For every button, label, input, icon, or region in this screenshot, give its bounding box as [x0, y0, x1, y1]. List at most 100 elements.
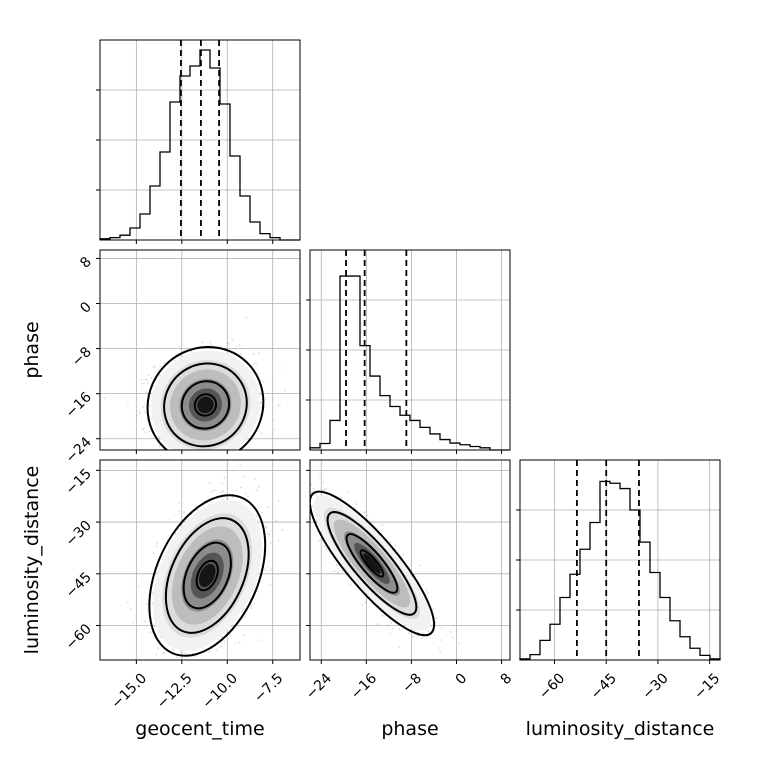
ytick-label-luminosity-distance: −45 — [63, 569, 95, 601]
xtick-label-luminosity-distance: −60 — [536, 670, 568, 702]
scatter-point — [236, 453, 238, 455]
hist-step-luminosity-distance — [519, 480, 721, 660]
contour-level-2 — [182, 541, 232, 610]
joint-frame — [99, 249, 301, 451]
xtick-label-phase: 8 — [498, 670, 516, 688]
scatter-point — [398, 628, 401, 630]
scatter-point — [178, 355, 181, 358]
scatter-point — [143, 382, 146, 384]
scatter-point — [427, 592, 430, 594]
scatter-point — [205, 456, 207, 458]
scatter-point — [184, 451, 186, 453]
scatter-point — [427, 630, 430, 633]
scatter-point — [262, 380, 265, 383]
contour-level-2 — [180, 380, 231, 430]
scatter-point — [181, 653, 183, 655]
scatter-point — [273, 428, 276, 431]
scatter-point — [312, 487, 315, 489]
scatter-point — [255, 362, 257, 365]
scatter-point — [289, 478, 291, 480]
scatter-point — [391, 628, 394, 630]
scatter-point — [349, 584, 352, 587]
scatter-point — [195, 504, 198, 507]
xtick-label-geocent-time: −7.5 — [251, 670, 286, 705]
scatter-point — [277, 539, 280, 542]
scatter-point — [271, 530, 273, 532]
scatter-point — [158, 435, 160, 438]
scatter-point — [275, 519, 277, 522]
scatter-point — [209, 452, 211, 454]
scatter-point — [310, 483, 313, 486]
scatter-point — [162, 652, 165, 654]
scatter-point — [381, 524, 383, 526]
scatter-point — [231, 496, 234, 498]
scatter-point — [300, 478, 302, 480]
scatter-point — [187, 466, 189, 468]
scatter-point — [190, 350, 192, 353]
scatter-point — [208, 481, 211, 484]
scatter-point — [148, 405, 151, 408]
scatter-point — [247, 495, 250, 498]
scatter-point — [440, 639, 443, 641]
scatter-point — [311, 504, 313, 507]
scatter-point — [354, 506, 357, 509]
scatter-point — [259, 394, 262, 396]
scatter-point — [305, 495, 307, 497]
scatter-point — [243, 475, 246, 478]
xlabel-geocent-time: geocent_time — [135, 718, 264, 740]
scatter-point — [440, 665, 442, 667]
scatter-point — [156, 542, 159, 544]
scatter-point — [304, 505, 306, 507]
scatter-point — [255, 489, 258, 492]
scatter-point — [163, 362, 166, 364]
scatter-point — [156, 571, 159, 573]
scatter-point — [249, 454, 251, 456]
scatter-point — [210, 490, 213, 493]
hist-frame — [519, 459, 721, 661]
scatter-point — [205, 472, 207, 474]
scatter-point — [365, 600, 368, 603]
scatter-point — [325, 487, 328, 490]
scatter-point — [333, 570, 336, 573]
scatter-point — [195, 655, 198, 657]
hist-frame — [99, 39, 301, 241]
scatter-point — [221, 498, 224, 501]
scatter-point — [300, 490, 302, 492]
scatter-point — [347, 490, 350, 493]
contour-level-3 — [193, 393, 218, 417]
scatter-point — [164, 450, 166, 452]
scatter-point — [234, 642, 237, 644]
scatter-point — [281, 529, 284, 532]
scatter-point — [172, 648, 174, 651]
scatter-point — [169, 666, 171, 668]
scatter-point — [389, 632, 391, 635]
scatter-point — [322, 481, 325, 484]
scatter-point — [390, 541, 392, 543]
scatter-point — [255, 515, 258, 518]
hist-step-phase — [309, 275, 510, 451]
scatter-point — [227, 342, 230, 344]
scatter-point — [145, 378, 147, 381]
scatter-point — [318, 539, 320, 542]
scatter-point — [440, 627, 443, 629]
scatter-point — [145, 391, 148, 394]
scatter-point — [244, 616, 247, 619]
scatter-point — [296, 458, 298, 460]
scatter-point — [148, 631, 151, 634]
scatter-point — [147, 374, 150, 376]
scatter-point — [220, 635, 223, 638]
scatter-point — [178, 345, 181, 348]
xlabel-luminosity-distance: luminosity_distance — [526, 718, 715, 740]
scatter-point — [141, 382, 144, 385]
scatter-point — [269, 541, 272, 544]
scatter-point — [191, 664, 193, 666]
scatter-point — [304, 491, 306, 493]
scatter-point — [439, 651, 441, 654]
scatter-point — [177, 454, 179, 456]
scatter-point — [184, 463, 186, 465]
xtick-label-luminosity-distance: −45 — [588, 670, 620, 702]
scatter-point — [156, 545, 158, 547]
scatter-point — [222, 490, 224, 493]
scatter-point — [257, 639, 260, 641]
scatter-point — [215, 649, 218, 651]
